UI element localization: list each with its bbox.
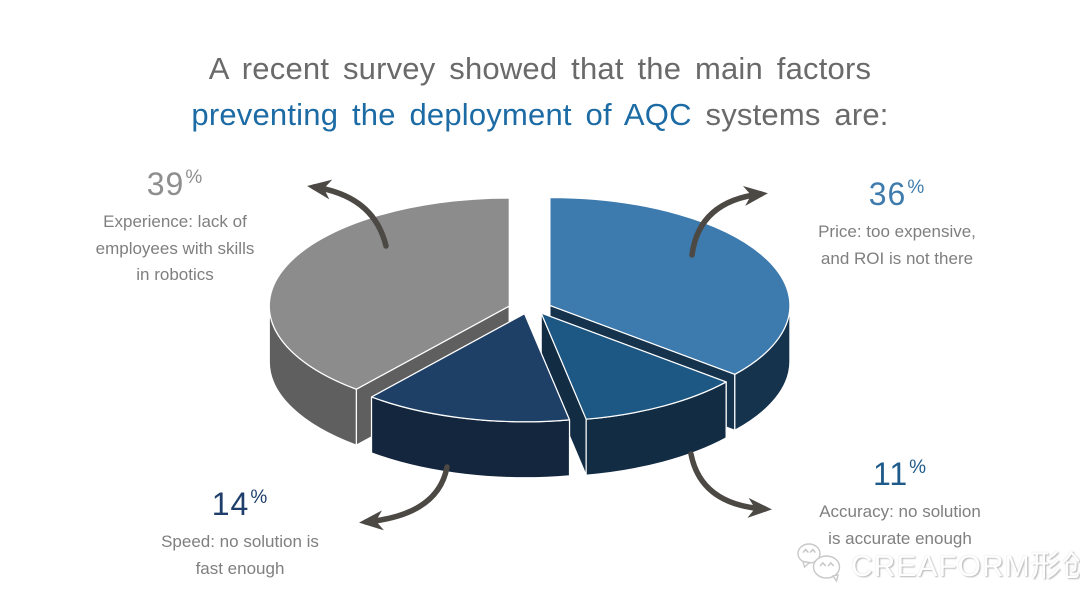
callout-arrows: [307, 179, 772, 531]
speed-caption: Speed: no solution is fast enough: [125, 529, 355, 582]
experience-caption-line: in robotics: [136, 265, 214, 284]
price-caption-line: Price: too expensive,: [818, 222, 976, 241]
price-percent-value: 36: [868, 176, 907, 212]
speed-percent: 14%: [125, 480, 355, 522]
pie-slice-speed: [370, 313, 571, 479]
experience-caption-line: Experience: lack of: [103, 212, 247, 231]
title-line-2: preventing the deployment of AQC systems…: [0, 92, 1080, 138]
accuracy-percent: 11%: [780, 450, 1020, 492]
pie-slice-accuracy: [540, 312, 727, 476]
callout-accuracy: 11% Accuracy: no solution is accurate en…: [780, 450, 1020, 552]
chat-bubbles-icon: [797, 543, 841, 583]
watermark-text: CREAFORM形创: [851, 550, 1080, 583]
experience-percent-sign: %: [185, 167, 204, 188]
accuracy-percent-sign: %: [909, 457, 928, 478]
experience-percent: 39%: [55, 160, 295, 202]
title-line-1: A recent survey showed that the main fac…: [208, 51, 872, 86]
experience-caption: Experience: lack of employees with skill…: [55, 209, 295, 289]
price-percent-sign: %: [907, 177, 926, 198]
slide-title: A recent survey showed that the main fac…: [0, 46, 1080, 138]
price-caption-line: and ROI is not there: [820, 248, 974, 268]
speed-caption-line: fast enough: [195, 558, 285, 578]
accuracy-percent-value: 11: [872, 456, 909, 492]
price-percent: 36%: [779, 170, 1015, 212]
speed-percent-value: 14: [211, 486, 250, 522]
title-line-2-rest: systems are:: [691, 97, 889, 132]
accuracy-caption-line: is accurate enough: [828, 528, 972, 548]
arrow-to-experience-slice: [307, 179, 389, 249]
arrow-to-accuracy-slice: [688, 451, 772, 518]
arrow-to-speed-slice: [359, 464, 450, 531]
creaform-watermark: CREAFORM形创: [796, 541, 1080, 585]
arrow-to-price-slice: [689, 185, 768, 258]
callout-speed: 14% Speed: no solution is fast enough: [125, 480, 355, 582]
price-caption: Price: too expensive, and ROI is not the…: [779, 219, 1015, 272]
accuracy-caption-line: Accuracy: no solution: [819, 502, 981, 521]
speed-caption-line: Speed: no solution is: [161, 532, 319, 551]
pie-chart: [268, 196, 791, 479]
speed-percent-sign: %: [250, 487, 269, 508]
accuracy-caption: Accuracy: no solution is accurate enough: [780, 499, 1020, 552]
title-line-2-highlight: preventing the deployment of AQC: [191, 97, 692, 132]
callout-price: 36% Price: too expensive, and ROI is not…: [779, 170, 1015, 272]
callout-experience: 39% Experience: lack of employees with s…: [55, 160, 295, 289]
experience-caption-line: employees with skills: [95, 238, 255, 258]
experience-percent-value: 39: [146, 166, 185, 202]
